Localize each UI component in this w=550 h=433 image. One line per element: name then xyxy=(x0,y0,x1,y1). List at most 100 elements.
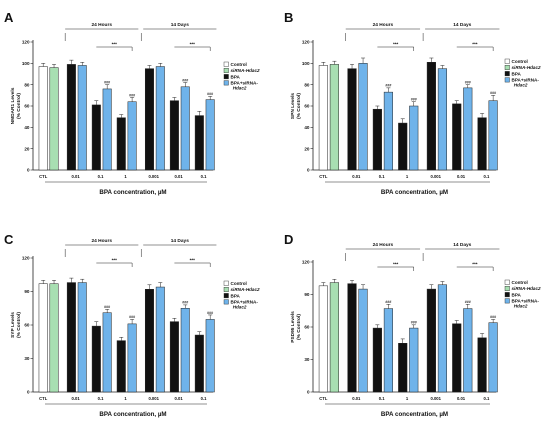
x-tick-label: 1 xyxy=(406,174,409,179)
x-tick-label: 0.01 xyxy=(457,396,466,401)
significance-label: *** xyxy=(472,42,478,47)
y-axis-label-line: (% Control) xyxy=(296,314,302,340)
bar xyxy=(426,62,436,171)
bar xyxy=(155,286,165,393)
legend-swatch xyxy=(504,64,510,70)
x-tick-label: 0.01 xyxy=(457,174,466,179)
legend-swatch xyxy=(223,67,229,73)
legend-swatch xyxy=(223,74,229,80)
bar xyxy=(437,68,447,171)
y-tick-label: 60 xyxy=(304,325,310,330)
bar xyxy=(205,319,215,393)
y-tick-label: 120 xyxy=(22,40,30,45)
legend-swatch xyxy=(504,298,510,304)
bar xyxy=(91,104,101,171)
bar xyxy=(38,283,48,393)
legend-label: siRNA-Hdac2 xyxy=(512,65,542,70)
legend-label: Control xyxy=(512,280,528,285)
legend-label: Hdac2 xyxy=(514,82,528,87)
x-tick-label: 0.001 xyxy=(148,174,159,179)
x-tick-label: 0.01 xyxy=(175,396,184,401)
x-tick-label: 1 xyxy=(124,396,127,401)
legend-swatch xyxy=(223,61,229,67)
bar xyxy=(383,308,393,393)
y-axis-label-line: NMDAR1 Levels xyxy=(10,87,16,124)
y-axis-label: SYP Levels(% Control) xyxy=(10,312,22,338)
legend-label: Control xyxy=(231,62,247,67)
y-tick-label: 60 xyxy=(304,104,310,109)
y-axis-label-line: SPN Levels xyxy=(290,93,296,119)
bar xyxy=(66,282,76,393)
x-tick-label: CTL xyxy=(39,174,48,179)
bar xyxy=(169,321,179,393)
hash-significance-label: ### xyxy=(490,315,496,319)
significance-label: *** xyxy=(190,42,196,47)
group-header: 24 Hours xyxy=(373,22,394,28)
panel-b: B SPN Levels(% Control) 0 20 40 60 80 100 120 24 … xyxy=(284,10,541,196)
hash-significance-label: ### xyxy=(207,311,213,315)
bar xyxy=(169,100,179,171)
bar xyxy=(116,117,126,171)
bar xyxy=(144,289,154,393)
y-tick-label: 80 xyxy=(304,82,310,87)
y-tick-label: 20 xyxy=(304,146,310,151)
hash-significance-label: ### xyxy=(411,321,417,325)
x-tick-label: 0.1 xyxy=(98,396,104,401)
group-header: 14 Days xyxy=(453,242,471,248)
legend-label: Hdac2 xyxy=(514,303,528,308)
bar xyxy=(398,343,408,393)
legend-swatch xyxy=(504,77,510,83)
y-tick-label: 100 xyxy=(22,61,30,66)
bar xyxy=(426,288,436,393)
bar xyxy=(398,122,408,171)
hash-significance-label: ### xyxy=(182,78,188,82)
group-header: 24 Hours xyxy=(91,22,112,28)
legend-label: BPA xyxy=(231,74,241,79)
bar xyxy=(66,64,76,171)
x-axis-label: BPA concentration, µM xyxy=(381,411,448,418)
group-header: 14 Days xyxy=(171,238,189,244)
bar xyxy=(437,284,447,393)
x-tick-label: 0.01 xyxy=(72,174,81,179)
y-axis-label-line: (% Control) xyxy=(16,312,22,338)
y-tick-label: 0 xyxy=(307,390,310,395)
y-tick-label: 80 xyxy=(24,82,30,87)
significance-label: *** xyxy=(190,258,196,263)
bar xyxy=(452,103,462,171)
hash-significance-label: ### xyxy=(129,315,135,319)
legend-swatch xyxy=(504,286,510,291)
legend-label: BPA+siRNA- xyxy=(231,81,259,86)
panel-label: C xyxy=(4,232,14,247)
y-tick-label: 30 xyxy=(24,356,30,361)
y-axis-label: NMDAR1 Levels(% Control) xyxy=(10,87,22,124)
x-tick-label: 0.1 xyxy=(483,174,489,179)
legend-label: BPA xyxy=(231,293,241,298)
y-tick-label: 90 xyxy=(24,289,30,294)
legend-swatch xyxy=(504,279,510,285)
x-tick-label: 0.1 xyxy=(201,396,207,401)
hash-significance-label: ### xyxy=(411,98,417,102)
x-axis-label: BPA concentration, µM xyxy=(99,189,166,196)
x-tick-label: 0.1 xyxy=(483,396,489,401)
bar xyxy=(347,68,357,171)
legend-swatch xyxy=(504,58,510,64)
bar xyxy=(49,67,59,171)
legend-label: siRNA-Hdac2 xyxy=(231,287,261,292)
bar xyxy=(372,108,382,171)
legend-label: BPA+siRNA- xyxy=(512,78,540,83)
legend-swatch xyxy=(223,287,229,292)
bar xyxy=(194,334,204,393)
panel-label: D xyxy=(284,232,293,247)
x-tick-label: 0.01 xyxy=(72,396,81,401)
bar xyxy=(49,283,59,393)
bar xyxy=(383,91,393,171)
bar xyxy=(329,282,339,393)
bar xyxy=(329,64,339,171)
bar xyxy=(463,308,473,393)
x-tick-label: 0.01 xyxy=(175,174,184,179)
legend-label: Hdac2 xyxy=(233,304,247,309)
bar xyxy=(372,327,382,393)
hash-significance-label: ### xyxy=(490,91,496,95)
group-header: 24 Hours xyxy=(373,242,394,248)
